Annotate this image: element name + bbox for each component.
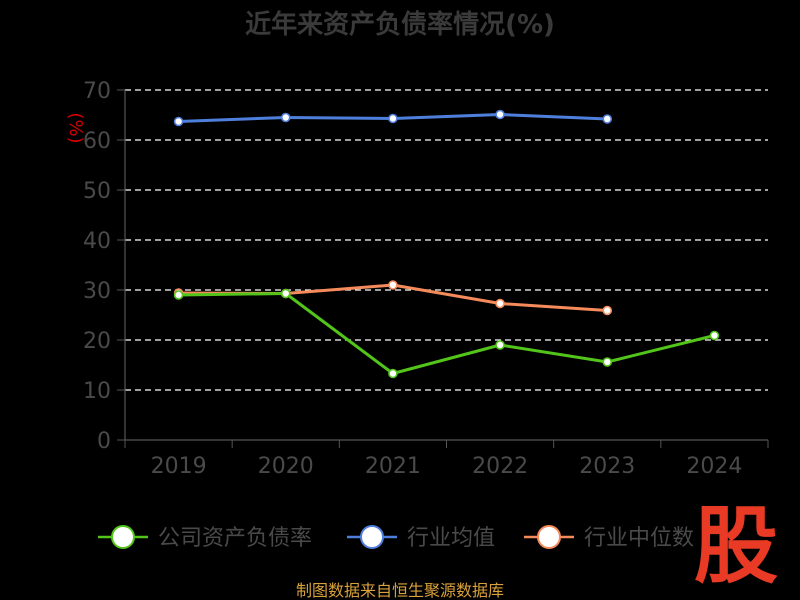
legend-swatch-marker-2 [537,525,561,549]
legend-label-0: 公司资产负债率 [158,526,312,551]
data-point-1-2023 [602,114,613,124]
x-tick-label-2021: 2021 [365,454,421,479]
legend: 公司资产负债率 行业均值 行业中位数 [98,525,694,551]
series-1 [173,109,613,127]
y-axis-unit: (%) [65,112,86,143]
x-tick-label-2019: 2019 [151,454,207,479]
brand-watermark: 股 [694,497,778,595]
data-point-1-2022 [495,109,505,120]
data-point-2-2023 [602,305,613,316]
x-tick-label-2020: 2020 [258,454,314,479]
legend-label-2: 行业中位数 [584,526,694,551]
data-point-0-2022 [495,340,505,350]
data-point-0-2023 [602,357,613,367]
x-tick-label-2024: 2024 [686,454,742,479]
legend-item-1: 行业均值 [347,525,495,551]
y-tick-label-40: 40 [83,229,111,254]
series-line-0 [178,292,715,375]
series-2 [173,280,613,316]
data-point-0-2019 [173,290,184,300]
legend-label-1: 行业均值 [407,526,495,551]
data-point-2-2022 [495,298,505,309]
x-tick-labels: 2019 2020 2021 2022 2023 2024 [151,454,743,479]
y-tick-label-50: 50 [83,179,111,204]
series-lines [173,109,720,379]
x-tick-label-2022: 2022 [472,454,528,479]
data-point-1-2020 [280,112,291,123]
x-tick-label-2023: 2023 [579,454,635,479]
y-tick-label-30: 30 [83,279,111,304]
y-tick-label-60: 60 [83,129,111,154]
legend-swatch-marker-0 [111,525,135,549]
series-0 [173,288,720,379]
data-source: 制图数据来自恒生聚源数据库 [296,581,504,600]
data-point-0-2024 [709,330,720,341]
legend-swatch-marker-1 [360,525,384,549]
data-point-0-2021 [388,368,398,379]
data-point-0-2020 [280,288,291,299]
axes [117,89,769,448]
data-point-1-2019 [173,116,184,127]
data-point-2-2021 [388,280,398,290]
y-tick-label-20: 20 [83,329,111,354]
y-tick-label-10: 10 [83,379,111,404]
legend-item-2: 行业中位数 [524,525,694,551]
data-point-1-2021 [388,113,398,124]
legend-item-0: 公司资产负债率 [98,525,312,551]
y-tick-label-0: 0 [97,429,111,454]
y-tick-labels: 0 10 20 30 40 50 60 70 [83,79,111,454]
y-tick-label-70: 70 [83,79,111,104]
chart-title: 近年来资产负债率情况(%) [245,9,555,40]
gridlines [125,89,768,391]
